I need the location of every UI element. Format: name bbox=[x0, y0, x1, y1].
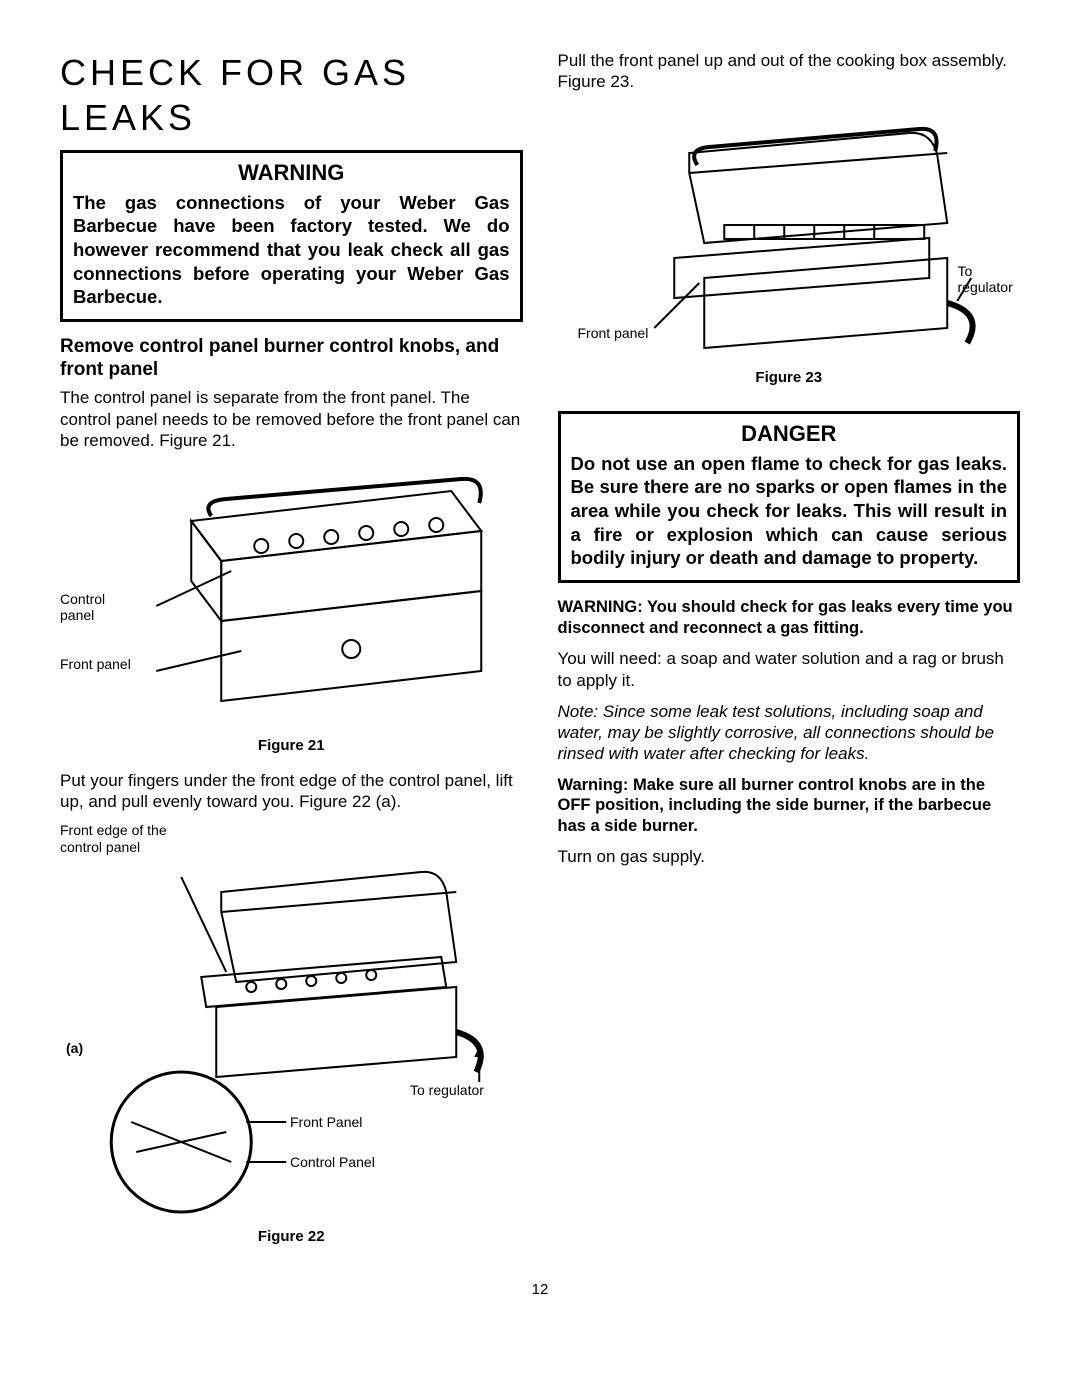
paragraph: You will need: a soap and water solution… bbox=[558, 648, 1021, 691]
danger-title: DANGER bbox=[571, 420, 1008, 448]
figure-label: (a) bbox=[66, 1040, 83, 1056]
figure-label: Front edge of the control panel bbox=[60, 822, 210, 854]
paragraph: Pull the front panel up and out of the c… bbox=[558, 50, 1021, 93]
grill-diagram-icon bbox=[558, 103, 1021, 363]
paragraph: Turn on gas supply. bbox=[558, 846, 1021, 867]
sub-heading: Remove control panel burner control knob… bbox=[60, 336, 523, 382]
figure-caption: Figure 23 bbox=[558, 369, 1021, 388]
figure-label: Front panel bbox=[60, 656, 140, 672]
figure-label: To regulator bbox=[410, 1082, 484, 1098]
warning-body: The gas connections of your Weber Gas Ba… bbox=[73, 191, 510, 309]
figure-label: Front panel bbox=[578, 325, 649, 341]
warning-title: WARNING bbox=[73, 159, 510, 187]
figure-label: Control panel bbox=[60, 591, 140, 623]
figure-label: To regulator bbox=[958, 263, 1021, 295]
paragraph: The control panel is separate from the f… bbox=[60, 387, 523, 451]
right-column: Pull the front panel up and out of the c… bbox=[558, 50, 1021, 1261]
figure-22: Front edge of the control panel (a) To r… bbox=[60, 822, 523, 1247]
figure-label: Control Panel bbox=[290, 1154, 375, 1170]
danger-box: DANGER Do not use an open flame to check… bbox=[558, 411, 1021, 583]
figure-caption: Figure 21 bbox=[60, 737, 523, 756]
warning-paragraph: Warning: Make sure all burner control kn… bbox=[558, 775, 1021, 837]
danger-body: Do not use an open flame to check for ga… bbox=[571, 452, 1008, 570]
note-paragraph: Note: Since some leak test solutions, in… bbox=[558, 701, 1021, 765]
figure-23: To regulator Front panel Figure 23 bbox=[558, 103, 1021, 388]
figure-caption: Figure 22 bbox=[60, 1228, 523, 1247]
page-title: CHECK FOR GAS LEAKS bbox=[60, 50, 523, 140]
figure-label: Front Panel bbox=[290, 1114, 362, 1130]
figure-21: Control panel Front panel Figure 21 bbox=[60, 461, 523, 756]
warning-box: WARNING The gas connections of your Webe… bbox=[60, 150, 523, 322]
left-column: CHECK FOR GAS LEAKS WARNING The gas conn… bbox=[60, 50, 523, 1261]
page-number: 12 bbox=[60, 1281, 1020, 1300]
warning-line: WARNING: You should check for gas leaks … bbox=[558, 597, 1021, 638]
paragraph: Put your fingers under the front edge of… bbox=[60, 770, 523, 813]
